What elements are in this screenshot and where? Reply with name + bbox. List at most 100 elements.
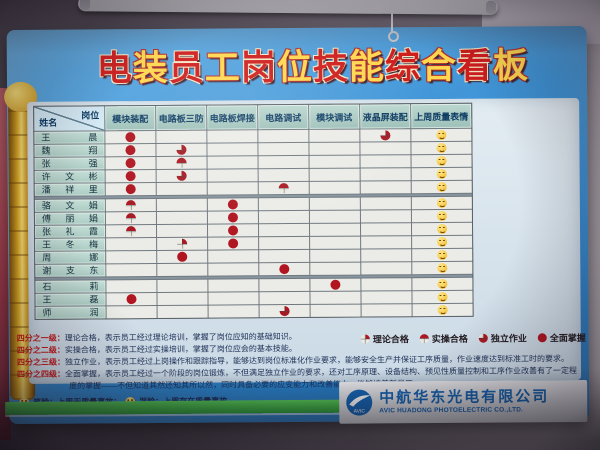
- employee-name: 张礼霞: [34, 225, 106, 238]
- skill-cell: [310, 262, 361, 275]
- company-name-cn: 中航华东光电有限公司: [379, 388, 550, 407]
- skill-cell: [106, 237, 157, 251]
- skill-cell: [259, 291, 310, 305]
- skill-dot-level-4: [125, 184, 136, 195]
- skill-dot-level-4: [228, 225, 239, 236]
- projection-screen-housing: [77, 0, 499, 15]
- title-char: 板: [492, 46, 530, 86]
- corner-label-name: 姓名: [39, 117, 58, 128]
- employee-name: 魏翔: [34, 144, 105, 157]
- skill-cell: [106, 250, 157, 264]
- skill-cell: [156, 182, 207, 195]
- level-definition-label: 四分之三级：: [16, 357, 65, 367]
- green-strip: [5, 399, 372, 416]
- skill-dot-level-4: [279, 264, 290, 275]
- title-char: 工: [204, 48, 242, 88]
- skill-cell: [259, 249, 310, 263]
- skill-cell: [105, 130, 156, 144]
- employee-name: 张强: [34, 157, 105, 170]
- skill-cell: [156, 224, 208, 237]
- skill-cell: [208, 292, 259, 305]
- smile-face-icon: [436, 142, 447, 154]
- skill-cell: [106, 292, 157, 306]
- smile-face-icon: [436, 181, 447, 193]
- skill-cell: [105, 182, 156, 196]
- skill-dot-level-4: [125, 132, 136, 143]
- skill-cell: [258, 223, 310, 237]
- employee-name: 师润: [35, 306, 106, 319]
- skill-cell: [156, 143, 207, 156]
- company-name-block: 中航华东光电有限公司 AVIC HUADONG PHOTOELECTRIC CO…: [379, 388, 550, 415]
- level-definition-label: 四分之一级：: [16, 333, 65, 343]
- mood-cell: [411, 180, 472, 194]
- employee-name: 潘祥里: [34, 183, 105, 196]
- skill-cell: [360, 168, 411, 181]
- skill-cell: [207, 198, 258, 211]
- title-char: 能: [348, 47, 386, 87]
- skill-dot-level-4: [228, 238, 239, 249]
- skill-cell: [360, 210, 411, 223]
- employee-name: 王磊: [35, 293, 106, 306]
- skill-dot-level-4: [227, 199, 238, 210]
- column-header: 电路板焊接: [207, 105, 258, 130]
- skill-cell: [208, 263, 259, 276]
- skill-dot-level-3: [380, 130, 391, 141]
- skill-cell: [309, 197, 360, 210]
- mood-cell: [412, 248, 473, 262]
- skill-dot-level-3: [176, 144, 187, 155]
- skill-cell: [310, 236, 361, 249]
- employee-name: 周娜: [35, 251, 106, 264]
- skill-cell: [105, 198, 156, 212]
- skill-cell: [157, 279, 208, 292]
- column-header: 液晶屏装配: [360, 104, 411, 129]
- skill-cell: [310, 291, 361, 304]
- skill-cell: [309, 142, 360, 155]
- skill-cell: [309, 155, 360, 168]
- skill-cell: [156, 130, 207, 143]
- column-header: 上周质量表情: [411, 103, 472, 129]
- mood-cell: [411, 222, 473, 236]
- skill-cell: [207, 143, 258, 156]
- mood-cell: [412, 290, 473, 304]
- skill-dot-level-4: [177, 251, 188, 262]
- skill-cell: [106, 279, 157, 293]
- company-name-en: AVIC HUADONG PHOTOELECTRIC CO.,LTD.: [379, 406, 524, 415]
- skill-dot-level-2: [125, 200, 136, 211]
- corner-label-position: 岗位: [81, 110, 100, 121]
- smile-face-icon: [437, 304, 448, 316]
- mood-cell: [411, 141, 472, 155]
- skill-cell: [360, 223, 412, 236]
- skill-cell: [207, 182, 258, 195]
- mood-cell: [411, 209, 472, 223]
- smile-face-icon: [437, 278, 448, 290]
- skill-cell: [207, 130, 258, 143]
- screen-pull-cord: [388, 11, 399, 42]
- skill-cell: [105, 169, 156, 183]
- level-definition-text: 理论合格，表示员工经过理论培训，掌握了岗位应知的基础知识。: [64, 332, 297, 343]
- company-footer: AVIC 中航华东光电有限公司 AVIC HUADONG PHOTOELECTR…: [339, 379, 588, 424]
- skill-cell: [207, 169, 258, 182]
- board-title: 电装员工岗位技能综合看板: [69, 46, 557, 88]
- skill-cell: [157, 263, 208, 276]
- mood-cell: [411, 154, 472, 168]
- table-corner-cell: 岗位姓名: [34, 106, 105, 131]
- employee-name: 王晨: [34, 131, 105, 144]
- title-char: 位: [276, 47, 314, 88]
- skill-cell: [361, 249, 412, 262]
- smile-face-icon: [436, 129, 447, 141]
- mood-cell: [411, 196, 472, 210]
- skill-cell: [157, 250, 208, 263]
- skill-cell: [208, 237, 259, 250]
- skill-dot-level-1: [177, 238, 188, 249]
- skill-dot-level-4: [125, 171, 136, 182]
- title-char: 合: [420, 46, 458, 87]
- skill-dot-level-4: [227, 212, 238, 223]
- skill-cell: [258, 168, 309, 182]
- skill-cell: [310, 249, 361, 262]
- skill-dot-level-2: [176, 157, 187, 168]
- column-header: 电路板三防: [156, 105, 207, 130]
- skill-cell: [106, 305, 157, 319]
- smile-face-icon: [436, 197, 447, 209]
- column-header: 模块调试: [309, 104, 360, 129]
